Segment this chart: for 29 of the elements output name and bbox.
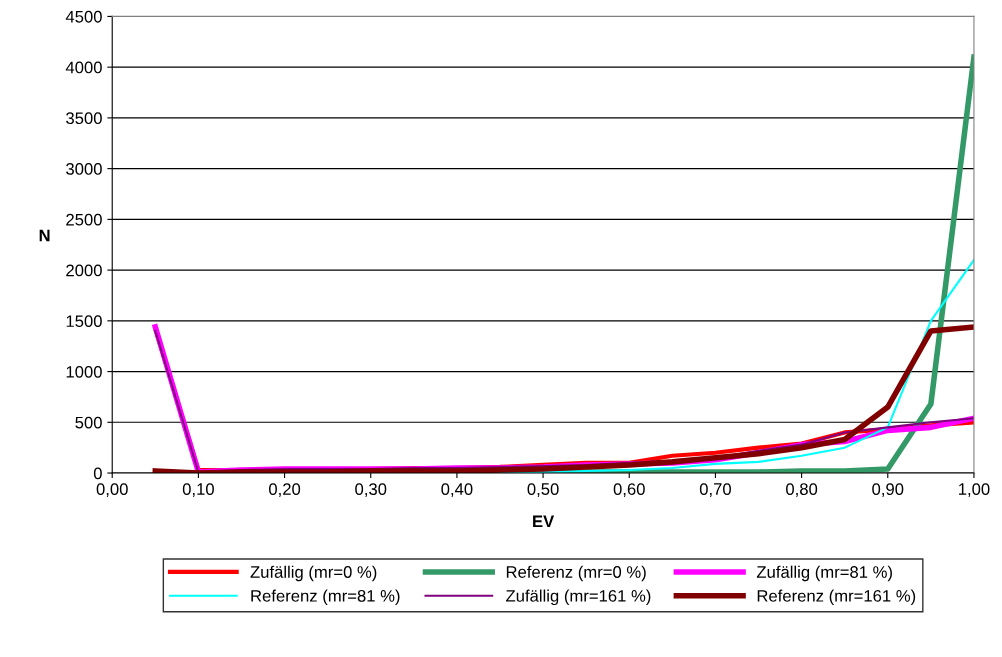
x-tick-label: 0,80 xyxy=(786,483,818,497)
y-tick-label: 4500 xyxy=(65,10,102,23)
legend-label: Zufällig (mr=81 %) xyxy=(756,565,892,582)
x-tick-label: 0,90 xyxy=(872,483,904,497)
x-tick-label: 0,20 xyxy=(269,483,301,497)
x-tick-label: 0,60 xyxy=(613,483,645,497)
x-tick-label: 0,40 xyxy=(441,483,473,497)
y-tick-label: 500 xyxy=(75,416,102,429)
y-axis-title: N xyxy=(39,229,50,242)
y-tick-label: 2500 xyxy=(66,213,102,226)
legend-label: Zufällig (mr=161 %) xyxy=(506,589,651,606)
x-tick-label: 0,00 xyxy=(96,483,128,497)
y-tick-label: 3500 xyxy=(66,112,102,125)
x-tick-label: 1,00 xyxy=(959,483,990,497)
legend-label: Referenz (mr=0 %) xyxy=(506,565,646,582)
legend-label: Referenz (mr=161 %) xyxy=(757,589,916,606)
y-tick-label: 2000 xyxy=(66,264,102,277)
x-tick-label: 0,10 xyxy=(182,483,214,497)
y-tick-label: 4000 xyxy=(65,61,102,74)
y-tick-label: 1500 xyxy=(66,315,102,328)
x-tick-label: 0,30 xyxy=(355,483,387,497)
legend-label: Zufällig (mr=0 %) xyxy=(250,565,377,582)
x-axis-title: EV xyxy=(533,515,555,528)
x-tick-label: 0,50 xyxy=(527,483,559,497)
x-tick-label: 0,70 xyxy=(699,483,731,497)
y-tick-label: 3000 xyxy=(66,163,102,175)
y-tick-label: 0 xyxy=(93,467,102,480)
y-tick-label: 1000 xyxy=(66,365,102,378)
legend-label: Referenz (mr=81 %) xyxy=(251,589,400,606)
